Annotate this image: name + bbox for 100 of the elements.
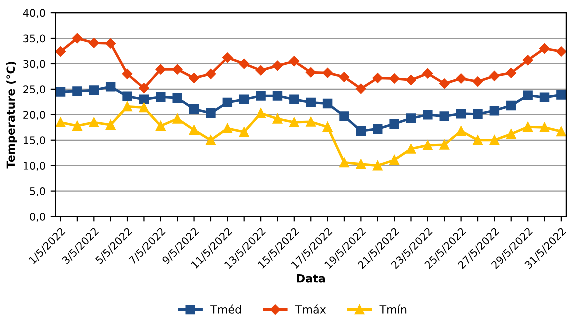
point bbox=[472, 76, 484, 87]
point bbox=[272, 60, 283, 72]
y-tick-label: 25,0 bbox=[24, 86, 46, 95]
point bbox=[406, 144, 416, 154]
point bbox=[356, 84, 366, 94]
point bbox=[523, 90, 533, 100]
point bbox=[456, 126, 466, 136]
point bbox=[556, 90, 566, 100]
point bbox=[172, 93, 182, 103]
point bbox=[72, 86, 82, 96]
point bbox=[122, 69, 133, 80]
point bbox=[423, 140, 433, 150]
legend-label: Tmáx bbox=[295, 304, 326, 314]
point bbox=[556, 46, 566, 57]
point bbox=[540, 44, 550, 54]
point bbox=[106, 82, 116, 92]
y-tick-label: 20,0 bbox=[24, 111, 46, 120]
point bbox=[56, 118, 66, 128]
point bbox=[289, 56, 300, 67]
y-tick-label: 10,0 bbox=[24, 162, 46, 172]
point bbox=[540, 122, 550, 133]
point bbox=[356, 159, 366, 170]
point bbox=[239, 94, 250, 104]
point bbox=[206, 69, 216, 80]
point bbox=[256, 91, 266, 101]
point bbox=[522, 55, 534, 66]
point bbox=[540, 92, 550, 102]
point bbox=[56, 46, 66, 57]
point bbox=[389, 74, 400, 84]
point bbox=[406, 114, 416, 124]
point bbox=[390, 119, 400, 129]
point bbox=[440, 78, 450, 89]
point bbox=[523, 122, 533, 132]
point bbox=[306, 117, 316, 127]
point bbox=[340, 112, 350, 122]
point bbox=[56, 87, 66, 97]
y-tick-label: 0,0 bbox=[30, 213, 46, 222]
point bbox=[506, 129, 516, 140]
point bbox=[72, 121, 82, 131]
point bbox=[89, 38, 100, 48]
legend-label: Tméd bbox=[210, 304, 242, 314]
point bbox=[356, 126, 366, 136]
point bbox=[222, 98, 233, 108]
point bbox=[72, 33, 83, 44]
point bbox=[322, 122, 333, 132]
point bbox=[473, 136, 483, 146]
point bbox=[106, 120, 116, 130]
point bbox=[556, 126, 566, 137]
point bbox=[106, 38, 116, 49]
point bbox=[222, 124, 233, 134]
point bbox=[272, 91, 283, 101]
point bbox=[122, 102, 132, 112]
point bbox=[422, 68, 434, 79]
point bbox=[339, 72, 350, 82]
point bbox=[473, 110, 483, 120]
point bbox=[490, 71, 500, 82]
point bbox=[456, 74, 466, 84]
point bbox=[89, 118, 100, 128]
point bbox=[290, 94, 300, 104]
point bbox=[256, 108, 266, 118]
point bbox=[189, 73, 200, 84]
point bbox=[390, 155, 400, 166]
point bbox=[290, 118, 300, 128]
point bbox=[440, 112, 450, 122]
point bbox=[206, 108, 216, 118]
point bbox=[506, 68, 516, 78]
point bbox=[139, 83, 150, 94]
point bbox=[506, 100, 516, 111]
point bbox=[172, 114, 182, 124]
point bbox=[222, 52, 233, 63]
point bbox=[423, 110, 433, 120]
point bbox=[490, 136, 500, 146]
point bbox=[306, 98, 316, 108]
x-axis-title: Data bbox=[297, 274, 325, 283]
y-tick-label: 5,0 bbox=[30, 188, 46, 196]
point bbox=[89, 86, 100, 96]
legend-label: Tmín bbox=[380, 304, 407, 314]
point bbox=[373, 160, 383, 171]
point bbox=[139, 94, 150, 104]
y-tick-label: 40,0 bbox=[23, 9, 46, 18]
y-tick-label: 15,0 bbox=[24, 136, 46, 146]
point bbox=[440, 140, 450, 150]
point bbox=[373, 124, 383, 134]
point bbox=[372, 73, 383, 84]
point bbox=[156, 64, 166, 75]
point bbox=[306, 68, 316, 78]
point bbox=[322, 98, 333, 109]
point bbox=[456, 109, 466, 119]
y-tick-label: 35,0 bbox=[24, 34, 46, 44]
y-tick-label: 30,0 bbox=[24, 60, 46, 70]
y-axis-title: Temperature (°C) bbox=[6, 62, 18, 169]
point bbox=[189, 125, 200, 136]
point bbox=[139, 102, 150, 113]
point bbox=[156, 121, 166, 131]
point bbox=[239, 58, 250, 70]
point bbox=[322, 68, 333, 78]
point bbox=[340, 158, 350, 168]
point bbox=[272, 114, 283, 124]
point bbox=[406, 75, 416, 86]
point bbox=[189, 104, 200, 114]
